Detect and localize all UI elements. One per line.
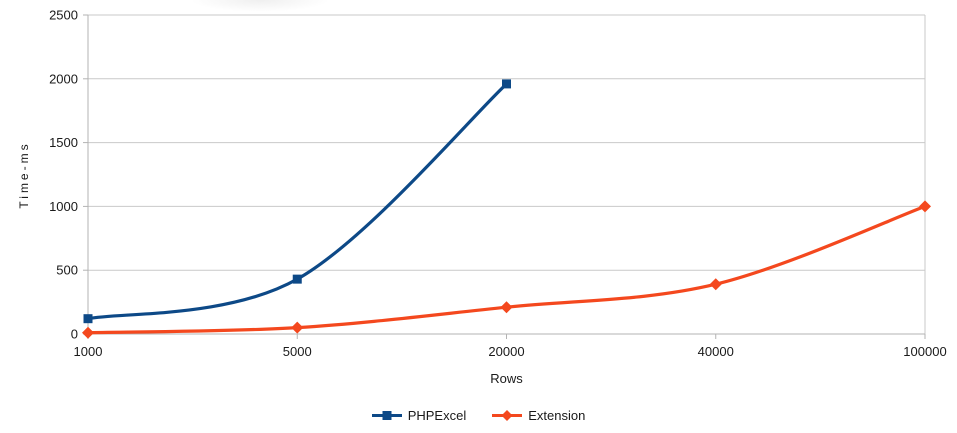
data-point-diamond-marker <box>919 200 931 213</box>
x-tick-label: 5000 <box>283 344 312 359</box>
axes <box>83 14 926 339</box>
legend-label: Extension <box>528 407 586 423</box>
x-tick-label: 20000 <box>488 344 524 359</box>
series-line-phpexcel <box>87 82 508 321</box>
legend-item-extension: Extension <box>492 408 585 423</box>
y-gridlines <box>88 14 925 335</box>
legend-label: PHPExcel <box>407 407 467 423</box>
tick-labels: 0 500 1000 1500 2000 2500 1000 5000 20000 40000 10… <box>49 8 947 360</box>
y-tick-label: 2500 <box>49 8 78 23</box>
legend-square-marker-icon <box>371 410 402 420</box>
y-tick-label: 2000 <box>49 71 78 86</box>
x-tick-label: 1000 <box>74 344 103 359</box>
data-point-diamond-marker <box>709 278 722 291</box>
window-shadow-artifact <box>190 0 330 12</box>
chart-legend: PHPExcel Extension <box>0 405 957 425</box>
y-tick-label: 1500 <box>49 135 78 150</box>
y-tick-label: 500 <box>56 263 78 278</box>
data-point-diamond-marker <box>291 321 304 334</box>
data-point-square-marker <box>292 274 302 284</box>
legend-item-phpexcel: PHPExcel <box>371 407 467 423</box>
x-axis-title: Rows <box>490 371 523 386</box>
data-point-square-marker <box>502 79 511 89</box>
x-tick-label: 40000 <box>698 344 734 359</box>
y-axis-title: Time-ms <box>17 141 31 209</box>
y-tick-label: 0 <box>71 327 78 342</box>
data-point-square-marker <box>83 314 93 324</box>
series-line-extension <box>87 204 926 335</box>
data-point-diamond-marker <box>82 326 94 339</box>
x-tick-label: 100000 <box>903 344 946 359</box>
data-point-diamond-marker <box>500 301 513 314</box>
y-tick-label: 1000 <box>49 199 78 214</box>
series-extension <box>82 200 931 339</box>
legend-diamond-marker-icon <box>492 409 523 421</box>
series-phpexcel <box>83 79 511 324</box>
